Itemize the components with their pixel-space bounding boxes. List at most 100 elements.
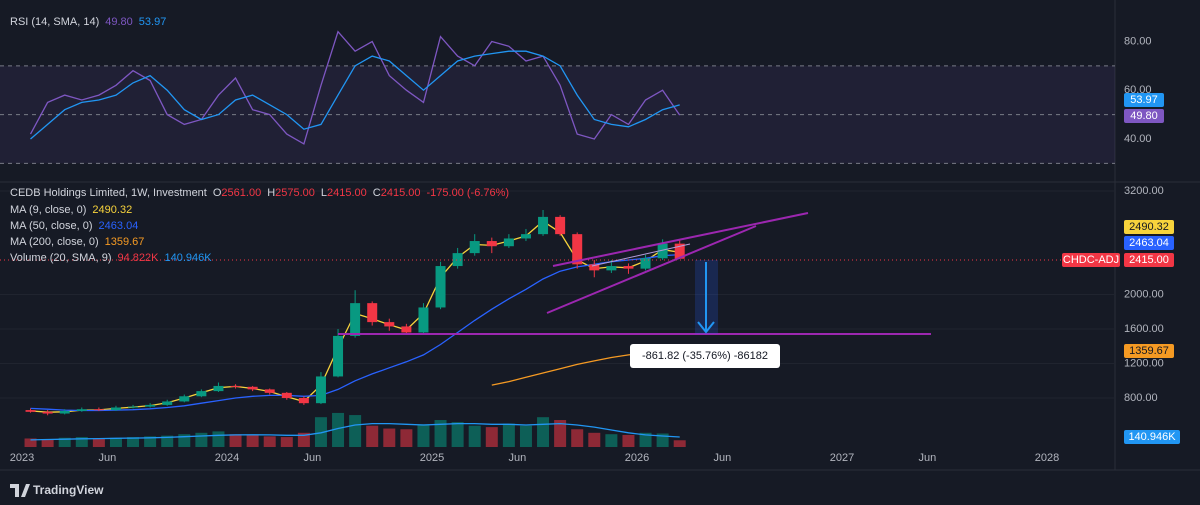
y-tick-label: 800.00 (1124, 392, 1158, 404)
candle-body (606, 266, 617, 271)
brand-logo (10, 484, 30, 497)
y-tick-label: 80.00 (1124, 35, 1152, 47)
change: -175.00 (-6.76%) (427, 187, 510, 199)
candle-body (572, 234, 583, 265)
x-tick-label: 2026 (625, 452, 649, 464)
volume-bar (656, 433, 669, 447)
tag (1124, 236, 1174, 250)
candle-body (384, 322, 395, 327)
x-tick-label: 2027 (830, 452, 854, 464)
candle-body (555, 216, 566, 235)
y-tick-label: 3200.00 (1124, 185, 1164, 197)
brand: TradingView (33, 483, 104, 497)
candle-body (418, 307, 429, 333)
volume-bar (502, 423, 515, 447)
tag-text: 2490.32 (1129, 221, 1169, 233)
ma-legend: MA (50, close, 0) 2463.04 (10, 220, 138, 232)
x-tick-label: 2024 (215, 452, 239, 464)
measure-label-box (630, 344, 780, 368)
measure-label: -861.82 (-35.76%) -86182 (642, 350, 768, 362)
volume-bar (229, 434, 242, 447)
volume-bar (263, 436, 276, 447)
volume-bar (41, 439, 54, 447)
volume-bar (109, 437, 122, 447)
tag (1124, 93, 1164, 107)
legend-name: MA (9, close, 0) (10, 204, 86, 216)
rsi-line (29, 30, 681, 145)
candle-body (281, 392, 292, 399)
x-tick-label: 2028 (1035, 452, 1059, 464)
ohlc-key: C (373, 187, 381, 199)
legend-value: 140.946K (164, 252, 212, 264)
ma-legend: MA (9, close, 0) 2490.32 (10, 204, 132, 216)
volume-bar (605, 434, 618, 447)
legend-name: MA (200, close, 0) (10, 236, 99, 248)
x-tick-label: Jun (714, 452, 732, 464)
volume-bar (161, 435, 174, 447)
candle-body (25, 410, 36, 412)
volume-bar (639, 432, 652, 447)
price-pane: 3200.00 2000.00 1600.00 1200.00 800.00 2023 Ju… (0, 185, 1164, 464)
candle-body (640, 258, 651, 269)
candle-body (657, 243, 668, 259)
candle-body (76, 409, 87, 411)
volume-pane (24, 412, 686, 447)
volume-legend: Volume (20, SMA, 9) 94.822K 140.946K (10, 252, 212, 264)
ohlc-value: 2415.00 (327, 187, 367, 199)
measure-arrowhead (697, 321, 715, 334)
tag-text: 2415.00 (1129, 254, 1169, 266)
candle-body (674, 243, 685, 259)
x-tick-label: Jun (919, 452, 937, 464)
wedge-inner (591, 243, 691, 267)
volume-bar (75, 437, 88, 447)
volume-bar (144, 436, 157, 447)
candle-body (128, 406, 139, 408)
legend-title: CEDB Holdings Limited, 1W, Investment (10, 187, 207, 199)
legend-value: 1359.67 (105, 236, 145, 248)
tag-text: 49.80 (1130, 110, 1158, 122)
volume-bar (58, 437, 71, 447)
candle-body (350, 303, 361, 336)
ohlc-value: 2561.00 (221, 187, 261, 199)
ma-legend: MA (200, close, 0) 1359.67 (10, 236, 144, 248)
tag-text: 53.97 (1130, 94, 1158, 106)
tag (1124, 253, 1174, 267)
volume-sma-line (30, 422, 680, 441)
candle-body (179, 396, 190, 402)
x-tick-label: 2023 (10, 452, 34, 464)
ohlc-key: H (267, 187, 275, 199)
volume-bar (451, 422, 464, 447)
x-tick-label: Jun (509, 452, 527, 464)
volume-bar (554, 420, 567, 447)
volume-bar (92, 438, 105, 447)
candle-body (520, 234, 531, 239)
legend-name: MA (50, close, 0) (10, 220, 93, 232)
volume-bar (383, 428, 396, 447)
volume-bar (417, 424, 430, 447)
candle-body (59, 410, 70, 414)
ohlc-key: O (213, 187, 222, 199)
volume-bar (366, 425, 379, 447)
volume-bar (673, 440, 686, 447)
candle-body (110, 407, 121, 411)
x-tick-label: Jun (304, 452, 322, 464)
volume-bar (314, 417, 327, 447)
candle-body (469, 241, 480, 254)
tag-text: CHDC-ADJ (1063, 254, 1119, 266)
y-tick-label: 40.00 (1124, 133, 1152, 145)
price-legend: CEDB Holdings Limited, 1W, Investment O25… (10, 187, 509, 199)
candle-body (435, 266, 446, 308)
volume-bar (400, 429, 413, 447)
wedge-lower (546, 225, 757, 314)
candle-body (196, 391, 207, 397)
x-tick-label: 2025 (420, 452, 444, 464)
candle-body (213, 385, 224, 392)
ohlc-value: 2575.00 (275, 187, 315, 199)
volume-bar (332, 412, 345, 447)
legend-value: 2463.04 (99, 220, 139, 232)
candle-body (162, 401, 173, 405)
legend-name: Volume (20, SMA, 9) (10, 252, 112, 264)
